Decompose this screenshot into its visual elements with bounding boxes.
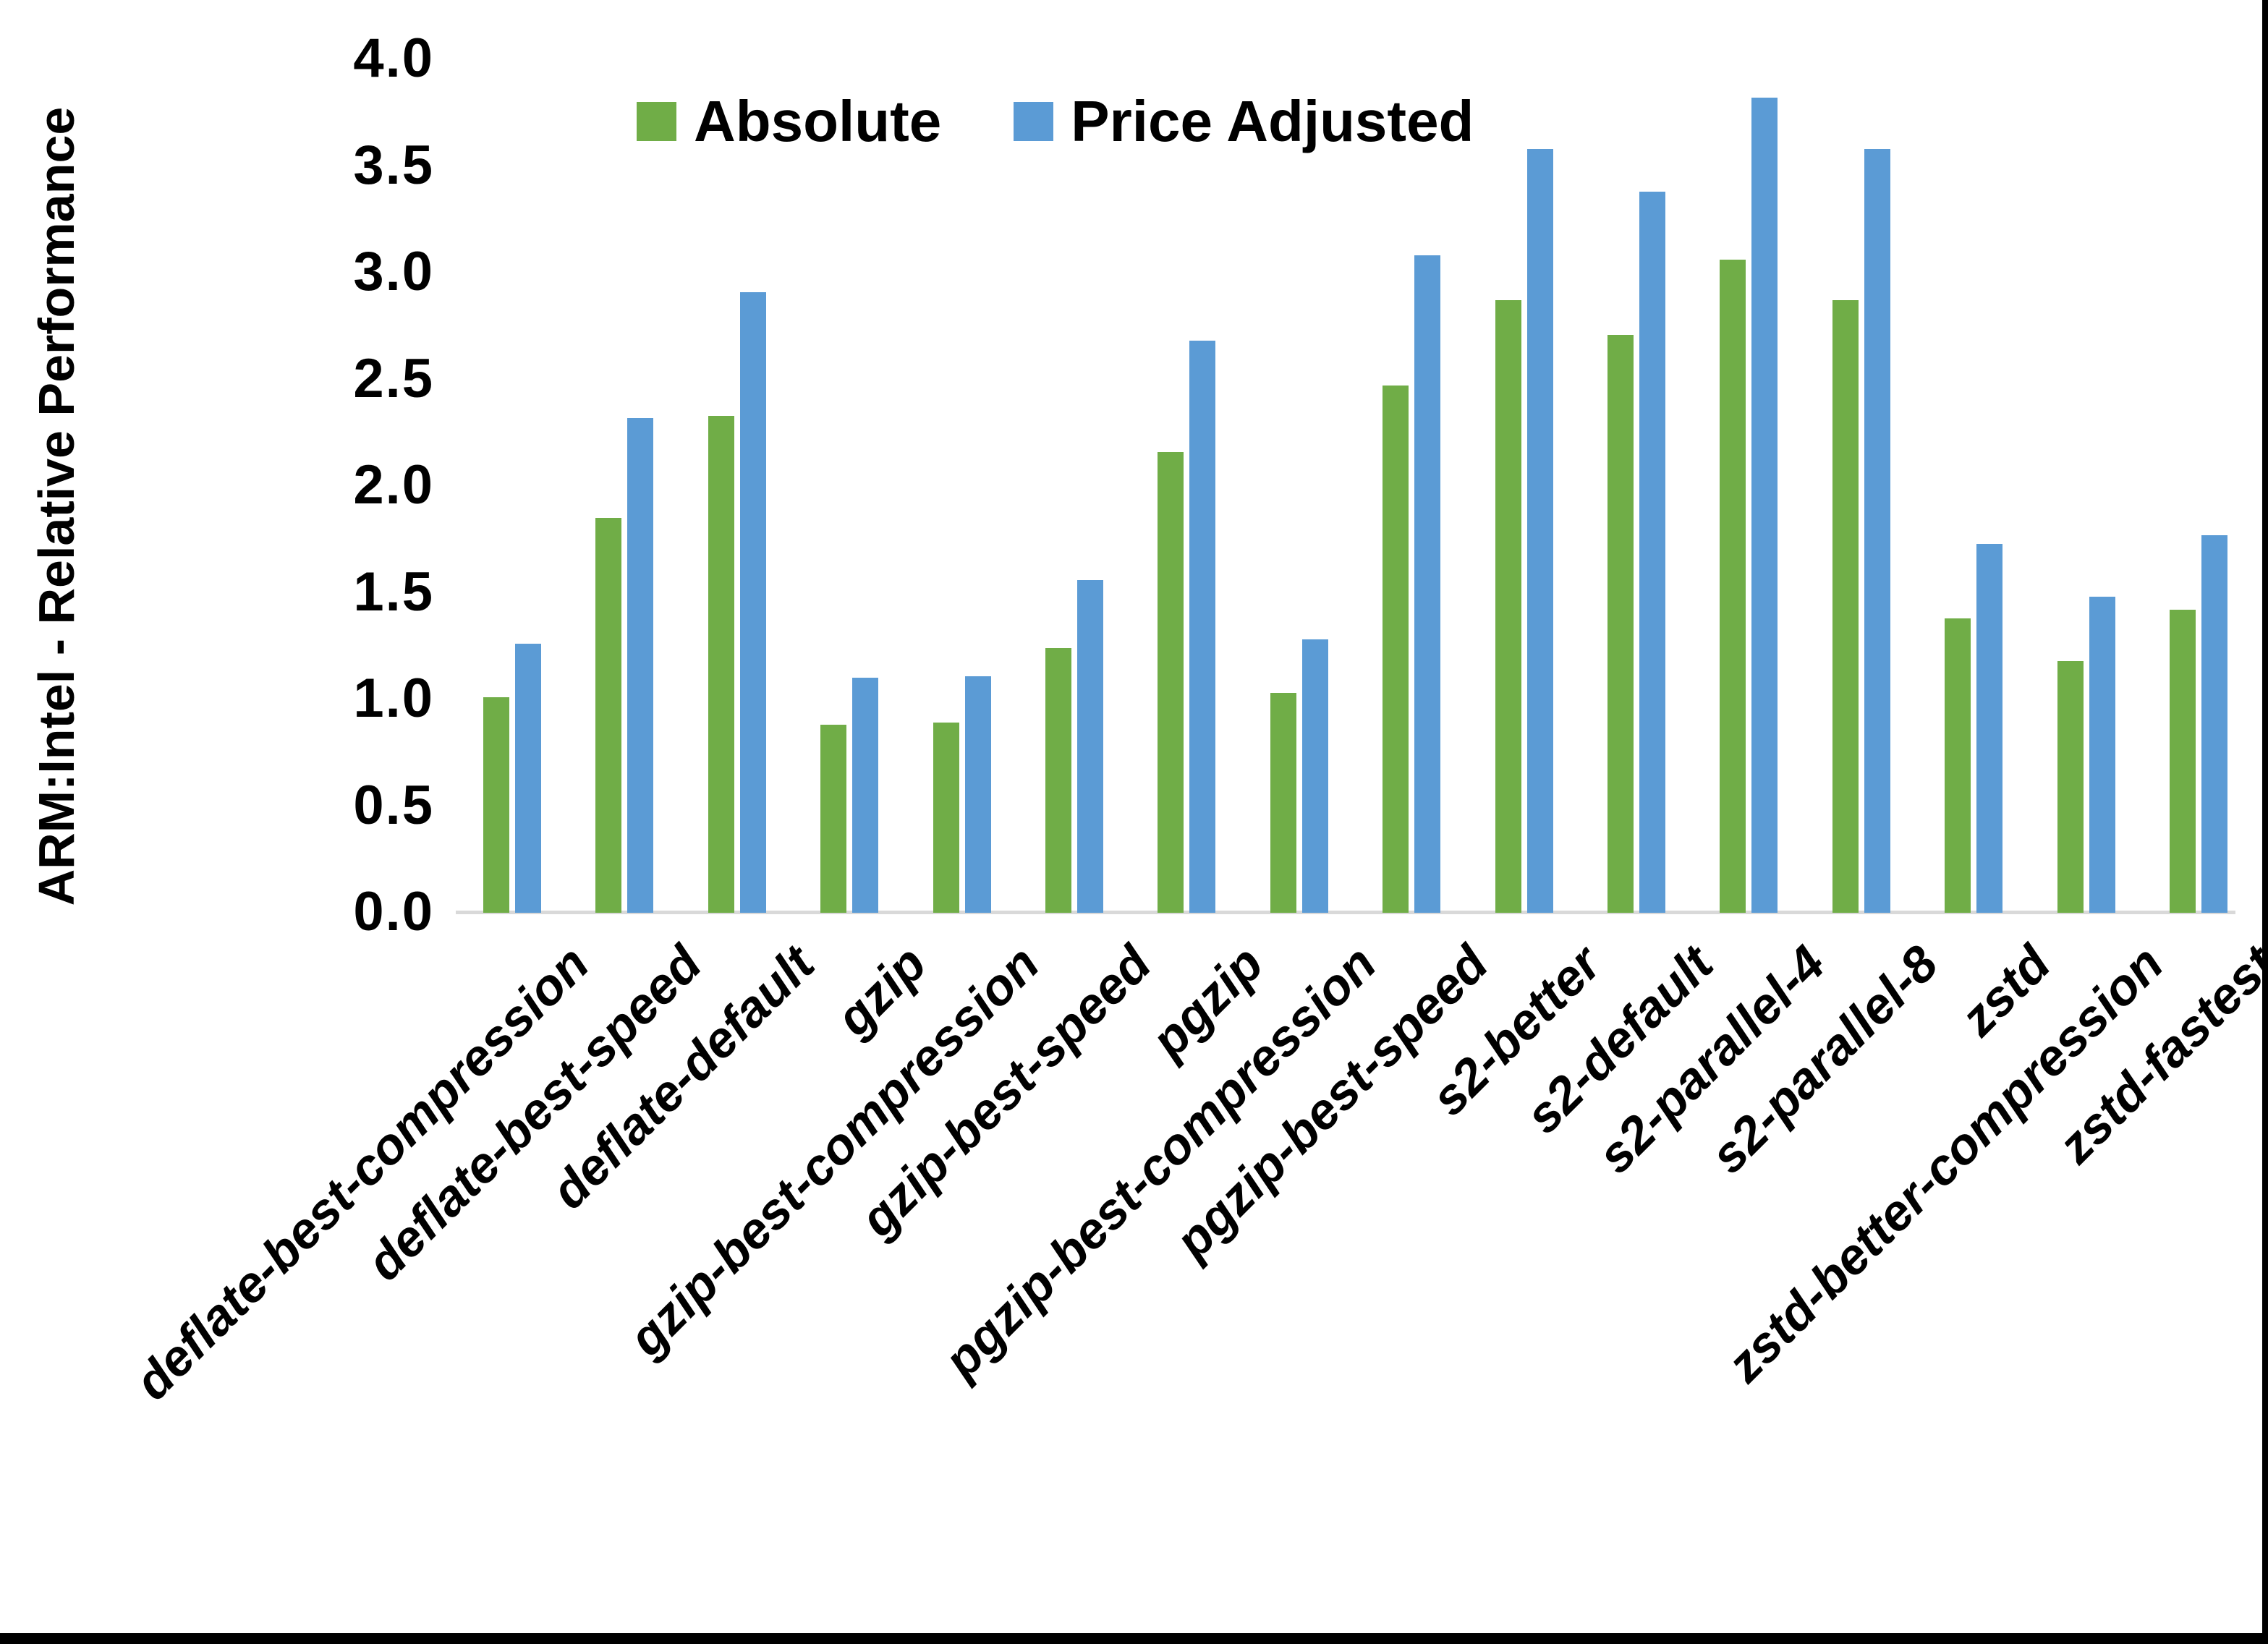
- bar-price-adjusted-s2-better: [1527, 149, 1553, 913]
- bar-absolute-pgzip: [1158, 452, 1184, 913]
- bar-price-adjusted-deflate-best-compression: [515, 644, 541, 913]
- y-tick-label-2.0: 2.0: [353, 453, 434, 516]
- y-axis-title: ARM:Intel - Relative Performance: [28, 106, 85, 906]
- y-tick-label-3.5: 3.5: [353, 134, 434, 196]
- bar-absolute-s2-parallel-4: [1720, 260, 1746, 913]
- bar-price-adjusted-s2-default: [1639, 192, 1665, 913]
- legend-label: Absolute: [694, 89, 942, 153]
- bar-price-adjusted-pgzip-best-compression: [1302, 639, 1328, 913]
- bar-price-adjusted-gzip: [852, 678, 878, 913]
- bar-price-adjusted-zstd-fastest: [2201, 535, 2227, 913]
- chart-legend: Absolute Price Adjusted: [637, 88, 1474, 155]
- bar-absolute-gzip: [820, 725, 846, 913]
- bar-price-adjusted-s2-parallel-4: [1751, 98, 1778, 913]
- bar-absolute-zstd: [1945, 618, 1971, 913]
- bar-absolute-pgzip-best-compression: [1270, 693, 1296, 913]
- legend-label: Price Adjusted: [1071, 89, 1474, 153]
- y-tick-label-1.0: 1.0: [353, 667, 434, 729]
- bar-absolute-zstd-fastest: [2170, 610, 2196, 913]
- y-tick-label-4.0: 4.0: [353, 27, 434, 89]
- bar-absolute-s2-default: [1607, 335, 1634, 913]
- bar-absolute-deflate-best-speed: [595, 518, 621, 913]
- y-tick-label-2.5: 2.5: [353, 347, 434, 409]
- legend-swatch-icon: [1014, 102, 1054, 141]
- bar-price-adjusted-deflate-best-speed: [627, 418, 653, 913]
- y-tick-label-1.5: 1.5: [353, 561, 434, 623]
- bar-absolute-pgzip-best-speed: [1383, 386, 1409, 913]
- y-tick-label-3.0: 3.0: [353, 240, 434, 302]
- bar-absolute-deflate-best-compression: [483, 697, 509, 913]
- bar-absolute-s2-better: [1495, 300, 1521, 913]
- legend-swatch-icon: [637, 102, 676, 141]
- bar-absolute-gzip-best-compression: [933, 723, 959, 913]
- bar-price-adjusted-deflate-default: [740, 292, 766, 913]
- bar-price-adjusted-gzip-best-speed: [1077, 580, 1103, 913]
- bar-price-adjusted-pgzip-best-speed: [1414, 255, 1440, 913]
- frame-border-bottom: [0, 1633, 2268, 1644]
- bar-price-adjusted-s2-parallel-8: [1864, 149, 1890, 913]
- bar-price-adjusted-pgzip: [1189, 341, 1215, 913]
- bar-price-adjusted-zstd: [1976, 544, 2002, 913]
- x-axis-line: [456, 911, 2235, 914]
- y-tick-label-0.5: 0.5: [353, 774, 434, 836]
- legend-item-absolute: Absolute: [637, 88, 941, 155]
- frame-border-right: [2262, 0, 2268, 1644]
- legend-item-price-adjusted: Price Adjusted: [1014, 88, 1474, 155]
- bar-absolute-zstd-better-compression: [2057, 661, 2084, 913]
- y-tick-label-0.0: 0.0: [353, 880, 434, 942]
- bar-absolute-s2-parallel-8: [1832, 300, 1859, 913]
- bar-absolute-gzip-best-speed: [1045, 648, 1071, 913]
- bar-price-adjusted-zstd-better-compression: [2089, 597, 2115, 913]
- x-category-label-deflate-best-compression: deflate-best-compression: [124, 934, 600, 1411]
- bar-price-adjusted-gzip-best-compression: [965, 676, 991, 913]
- bar-absolute-deflate-default: [708, 416, 734, 913]
